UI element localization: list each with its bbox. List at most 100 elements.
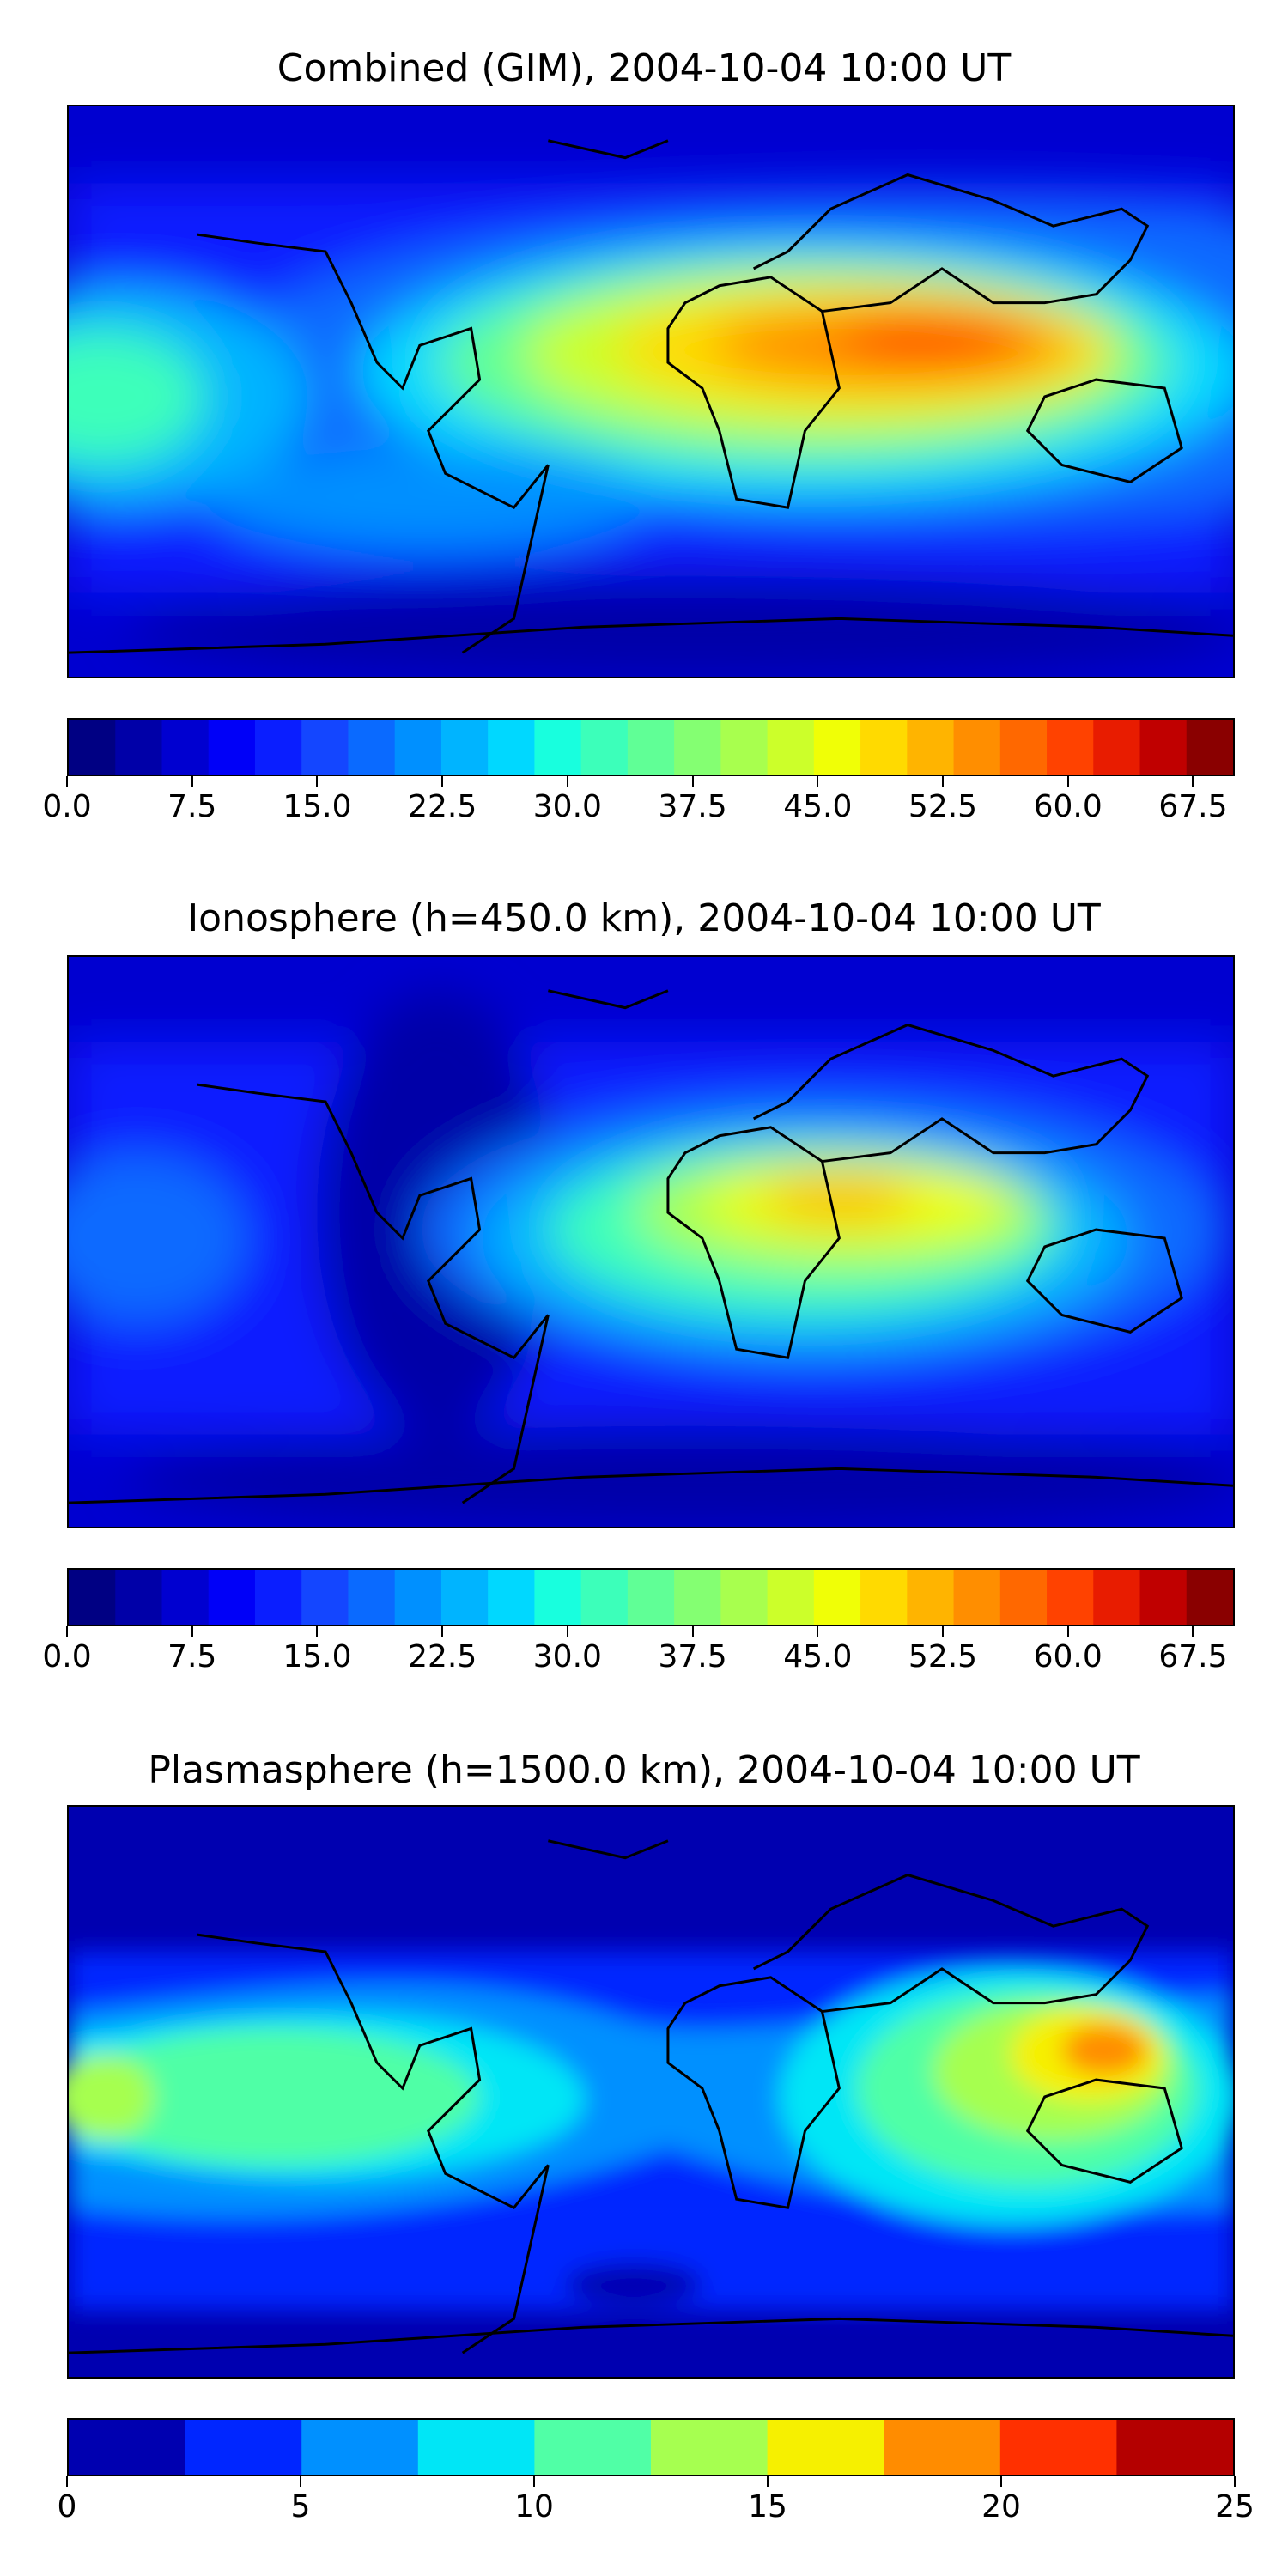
- colorbar-swatch: [301, 2420, 419, 2475]
- colorbar-swatch: [884, 2420, 1001, 2475]
- colorbar-tick-label: 15: [748, 2489, 787, 2524]
- colorbar-swatch: [1093, 720, 1141, 775]
- colorbar-swatch: [534, 720, 582, 775]
- colorbar-ticks-plasmasphere: 0 5 10 15 20 25: [58, 2476, 1255, 2528]
- colorbar-swatch: [767, 2420, 884, 2475]
- colorbar-swatch: [767, 1570, 815, 1625]
- panel-title-plasmasphere: Plasmasphere (h=1500.0 km), 2004-10-04 1…: [148, 1748, 1140, 1792]
- colorbar-tick: [691, 776, 694, 787]
- colorbar-ticks-ionosphere: 0.0 7.5 15.0 22.5 30.0 37.5 45.0 52.5 60.0 67.5: [42, 1626, 1235, 1678]
- colorbar-tick: [942, 776, 944, 787]
- colorbar-tick: [817, 776, 819, 787]
- colorbar-tick: [533, 2476, 535, 2487]
- colorbar-tick-label: 60.0: [1033, 1639, 1103, 1674]
- colorbar-swatch: [813, 720, 861, 775]
- colorbar-tick: [66, 1626, 68, 1637]
- colorbar-swatch: [860, 720, 908, 775]
- colorbar-swatch: [115, 720, 163, 775]
- colorbar-swatch: [860, 1570, 908, 1625]
- colorbar-tick-label: 25: [1215, 2489, 1255, 2524]
- colorbar-swatch: [999, 1570, 1048, 1625]
- map-ionosphere: [67, 955, 1235, 1528]
- colorbar-swatch: [1093, 1570, 1141, 1625]
- colorbar-swatch: [348, 720, 396, 775]
- colorbar-swatch: [69, 2420, 186, 2475]
- colorbar-tick-label: 45.0: [783, 789, 853, 824]
- colorbar-swatch: [999, 2420, 1117, 2475]
- colorbar-ticks-combined: 0.0 7.5 15.0 22.5 30.0 37.5 45.0 52.5 60.0 67.5: [42, 776, 1235, 828]
- map-plasmasphere: [67, 1805, 1235, 2379]
- colorbar-swatch: [1139, 720, 1188, 775]
- colorbar-tick: [1066, 1626, 1069, 1637]
- colorbar-swatch: [534, 1570, 582, 1625]
- colorbar-tick: [1192, 776, 1194, 787]
- colorbar-swatch: [953, 1570, 1001, 1625]
- panel-title-combined: Combined (GIM), 2004-10-04 10:00 UT: [276, 46, 1012, 90]
- colorbar-swatch: [1186, 720, 1233, 775]
- colorbar-ionosphere: [67, 1568, 1235, 1626]
- colorbar-tick-label: 15.0: [283, 1639, 352, 1674]
- colorbar-tick-label: 5: [290, 2489, 311, 2524]
- colorbar-tick: [191, 776, 193, 787]
- colorbar-tick-label: 20: [981, 2489, 1021, 2524]
- colorbar-tick-label: 22.5: [408, 789, 477, 824]
- colorbar-swatch: [161, 720, 210, 775]
- colorbar-tick-label: 0.0: [42, 789, 92, 824]
- colorbar-swatch: [720, 720, 769, 775]
- colorbar-tick-label: 30.0: [532, 1639, 602, 1674]
- colorbar-tick-label: 52.5: [908, 1639, 978, 1674]
- colorbar-swatch: [1186, 1570, 1233, 1625]
- colorbar-tick-label: 15.0: [283, 789, 352, 824]
- colorbar-swatch: [208, 1570, 256, 1625]
- colorbar-swatch: [534, 2420, 652, 2475]
- colorbar-tick: [1066, 776, 1069, 787]
- colorbar-tick: [66, 2476, 68, 2487]
- colorbar-plasmasphere: [67, 2418, 1235, 2476]
- colorbar-swatch: [907, 1570, 955, 1625]
- colorbar-tick-label: 45.0: [783, 1639, 853, 1674]
- colorbar-tick-label: 67.5: [1158, 789, 1228, 824]
- coastlines: [69, 139, 1233, 654]
- colorbar-combined: [67, 718, 1235, 776]
- colorbar-tick: [691, 1626, 694, 1637]
- colorbar-swatch: [907, 720, 955, 775]
- colorbar-swatch: [651, 2420, 769, 2475]
- colorbar-swatch: [417, 2420, 535, 2475]
- colorbar-swatch: [161, 1570, 210, 1625]
- colorbar-tick: [767, 2476, 769, 2487]
- map-combined: [67, 105, 1235, 678]
- colorbar-swatch: [627, 1570, 675, 1625]
- colorbar-tick-label: 22.5: [408, 1639, 477, 1674]
- colorbar-swatch: [627, 720, 675, 775]
- coastlines: [69, 1839, 1233, 2354]
- colorbar-swatch: [580, 1570, 629, 1625]
- colorbar-swatch: [440, 720, 489, 775]
- colorbar-tick: [942, 1626, 944, 1637]
- colorbar-swatch: [208, 720, 256, 775]
- colorbar-swatch: [254, 720, 302, 775]
- colorbar-tick-label: 52.5: [908, 789, 978, 824]
- colorbar-swatch: [115, 1570, 163, 1625]
- colorbar-swatch: [488, 720, 535, 775]
- colorbar-swatch: [254, 1570, 302, 1625]
- colorbar-swatch: [440, 1570, 489, 1625]
- colorbar-swatch: [394, 720, 442, 775]
- colorbar-tick-label: 67.5: [1158, 1639, 1228, 1674]
- colorbar-tick: [316, 1626, 319, 1637]
- colorbar-tick: [441, 1626, 444, 1637]
- colorbar-tick-label: 37.5: [658, 1639, 727, 1674]
- colorbar-tick: [817, 1626, 819, 1637]
- colorbar-swatch: [488, 1570, 535, 1625]
- colorbar-swatch: [999, 720, 1048, 775]
- colorbar-swatch: [674, 1570, 721, 1625]
- colorbar-swatch: [348, 1570, 396, 1625]
- colorbar-swatch: [813, 1570, 861, 1625]
- colorbar-swatch: [767, 720, 815, 775]
- colorbar-swatch: [1139, 1570, 1188, 1625]
- colorbar-swatch: [1116, 2420, 1233, 2475]
- colorbar-swatch: [953, 720, 1001, 775]
- colorbar-swatch: [301, 720, 349, 775]
- colorbar-tick-label: 7.5: [167, 789, 217, 824]
- colorbar-swatch: [580, 720, 629, 775]
- colorbar-tick: [1234, 2476, 1236, 2487]
